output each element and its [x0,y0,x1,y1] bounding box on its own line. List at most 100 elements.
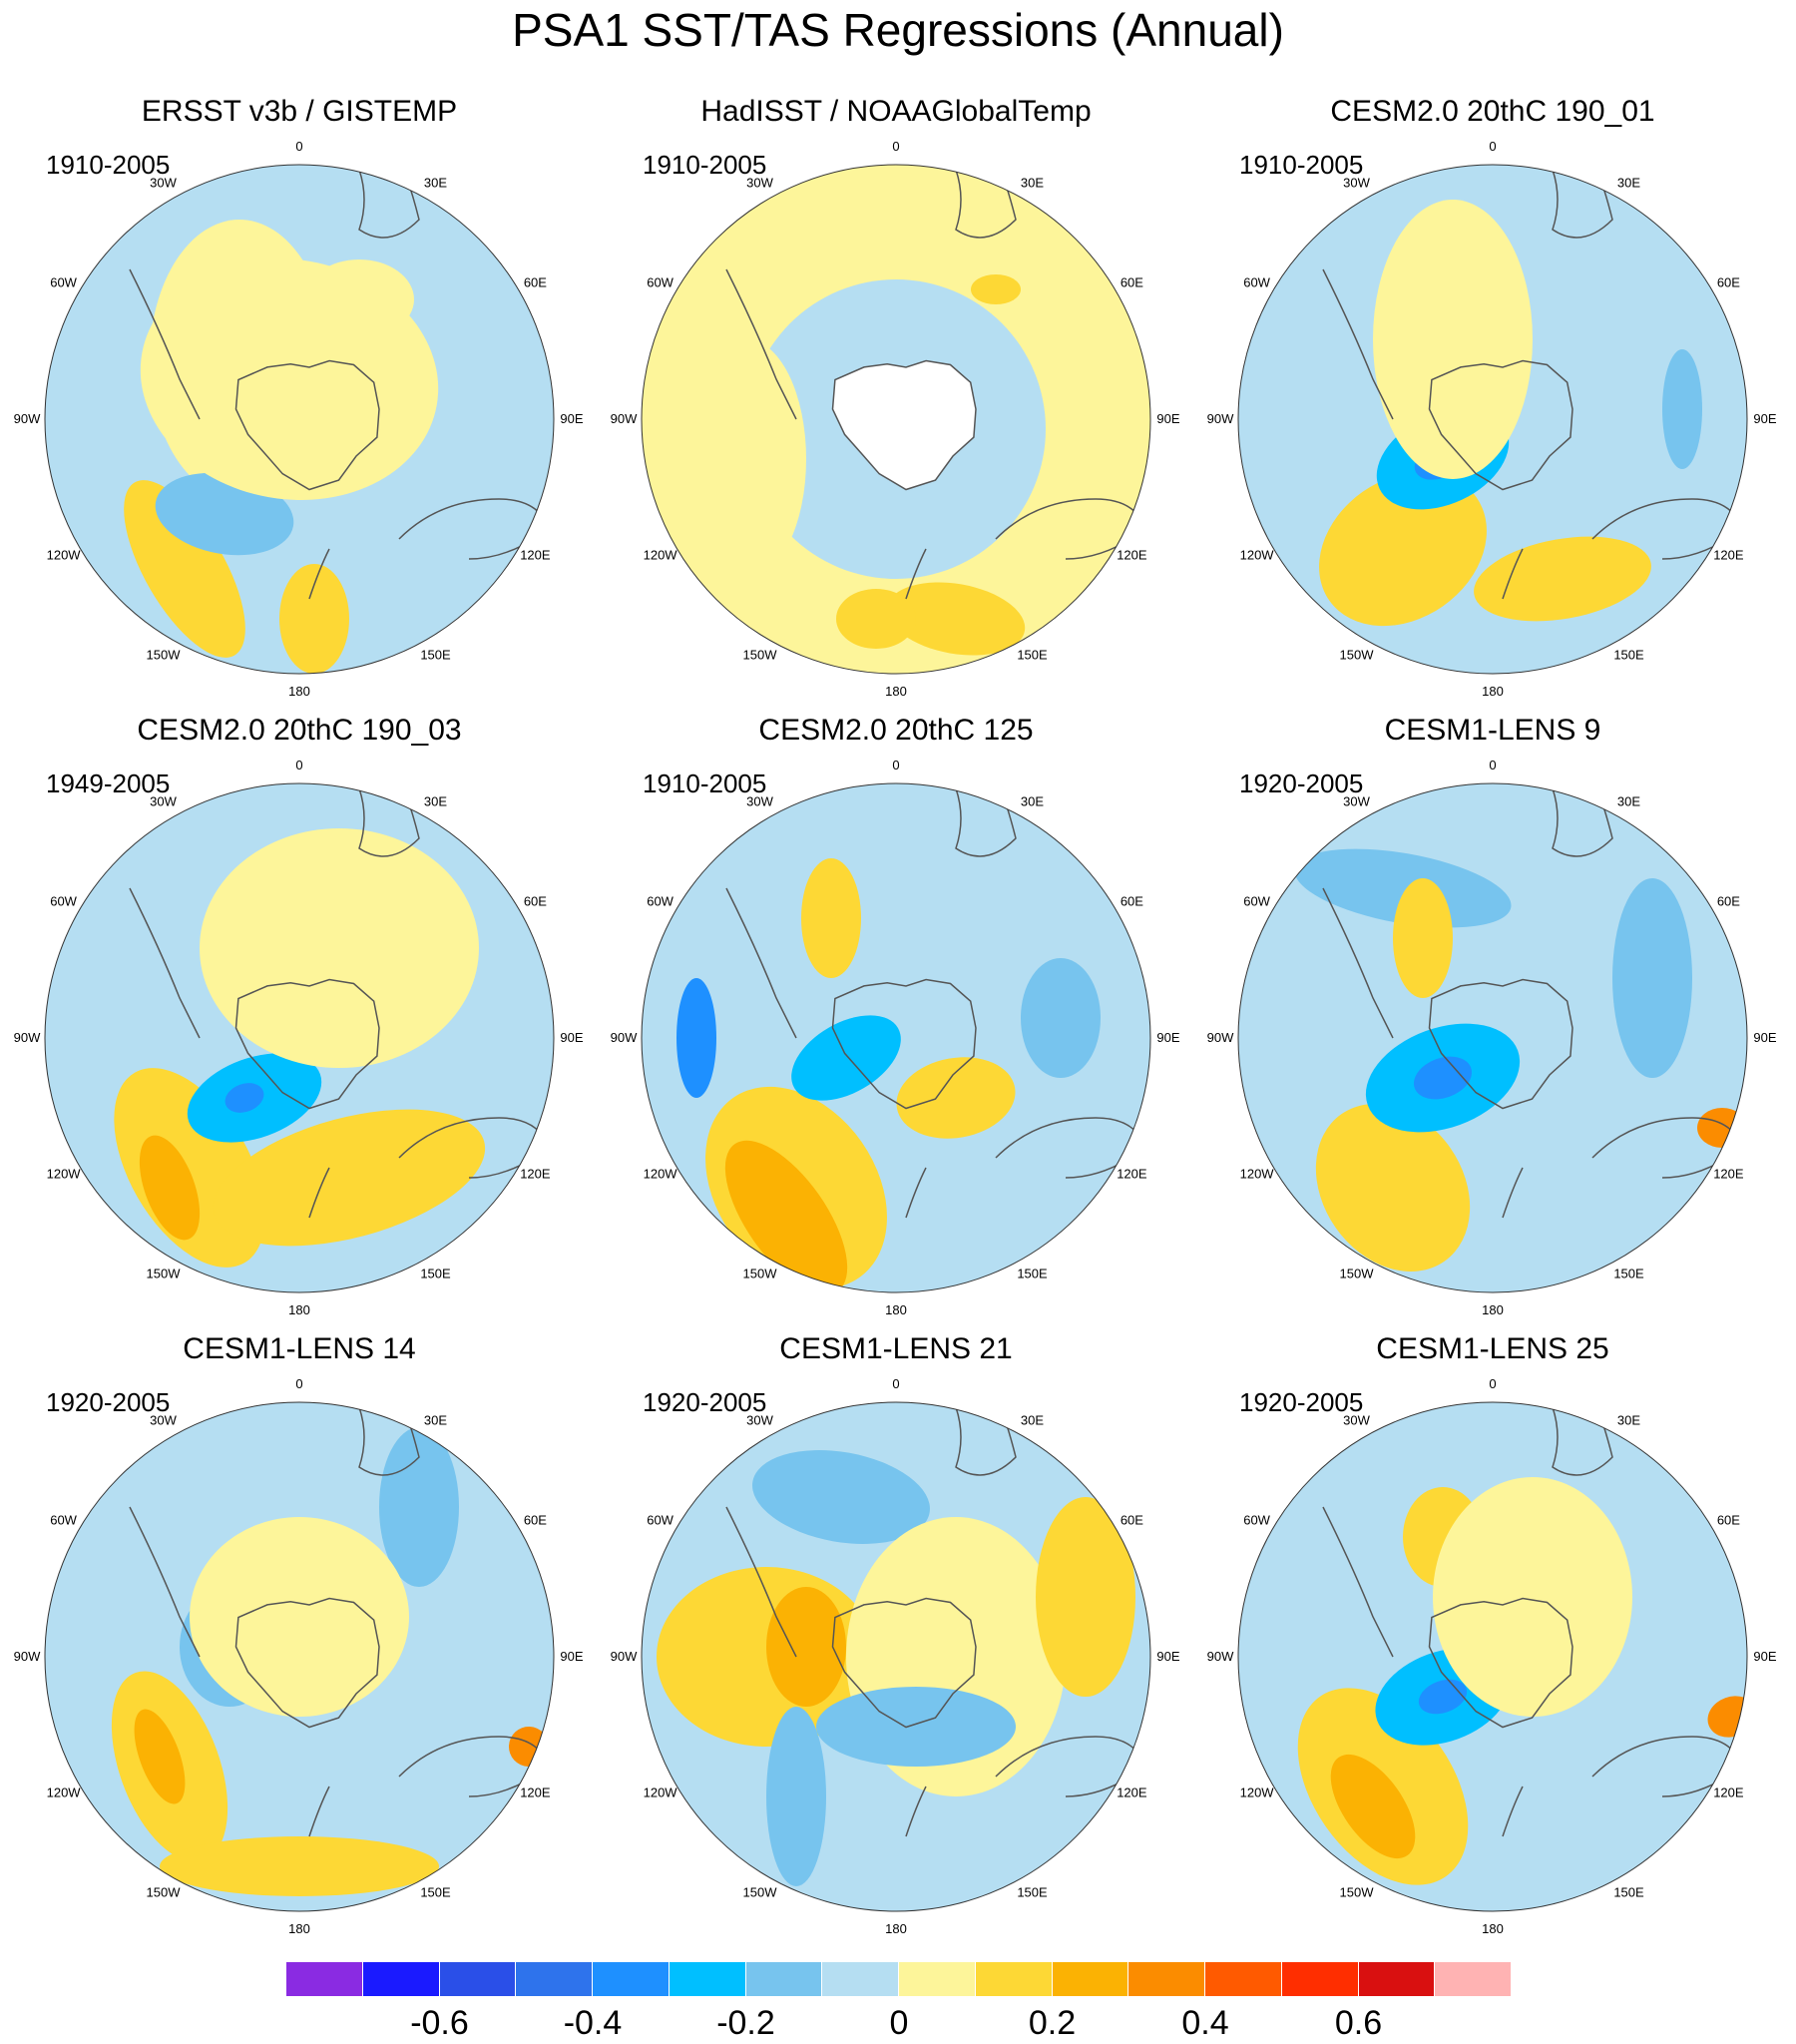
polar-map: 0 30E 60E 90E 120E 150E 180 150W 120W 90W 60W 30W [14,139,584,699]
colorbar-cell [669,1962,746,1996]
longitude-label: 90W [611,1649,638,1664]
longitude-label: 60W [1243,894,1270,909]
polar-map: 0 30E 60E 90E 120E 150E 180 150W 120W 90W 60W 30W [14,758,584,1317]
longitude-label: 150E [420,1884,451,1899]
antarctica-coastline [1428,359,1573,491]
longitude-label: 150W [743,1266,778,1280]
polar-map: 0 30E 60E 90E 120E 150E 180 150W 120W 90W 60W 30W [1207,758,1777,1317]
longitude-label: 90E [1753,411,1776,426]
colorbar-tick-label: -0.6 [410,2004,469,2042]
map-border [1237,164,1748,675]
panel-period: 1920-2005 [1239,1387,1364,1417]
field-region [1294,848,1512,928]
longitude-label: 60W [647,275,674,290]
field-region [279,564,349,674]
colorbar-cell [1281,1962,1359,1996]
longitude-label: 120W [47,548,82,563]
continent-coastline [129,887,201,1039]
longitude-label: 0 [1489,758,1496,772]
colorbar-cell [1128,1962,1205,1996]
panel-title: ERSST v3b / GISTEMP [141,95,458,128]
antarctica-coastline [1428,978,1573,1110]
field-region [686,339,806,579]
panel-title: CESM2.0 20thC 190_01 [1330,95,1655,128]
colorbar-cell [516,1962,593,1996]
longitude-label: 90W [14,1030,41,1045]
polar-map: 0 30E 60E 90E 120E 150E 180 150W 120W 90W 60W 30W [611,139,1180,699]
longitude-label: 120W [47,1786,82,1800]
field-region [379,1427,459,1587]
longitude-label: 0 [295,139,302,154]
colorbar [286,1962,1512,1998]
field-region [224,1083,264,1113]
longitude-label: 120E [1713,1786,1744,1800]
continent-coastline [725,268,797,420]
longitude-label: 150E [1613,647,1644,662]
panel-title: HadISST / NOAAGlobalTemp [700,95,1092,128]
longitude-label: 60E [524,1513,547,1528]
continent-coastline [905,1786,927,1837]
longitude-label: 180 [288,1302,310,1317]
colorbar-tick-label: -0.4 [563,2004,623,2042]
field-region [766,1587,846,1707]
longitude-label: 150W [1340,1266,1375,1280]
panel-title: CESM1-LENS 14 [183,1332,416,1365]
longitude-label: 30E [424,1413,447,1428]
longitude-label: 90E [1753,1649,1776,1664]
colorbar-cell [1358,1962,1436,1996]
longitude-label: 60E [1717,1513,1740,1528]
longitude-label: 60E [1121,275,1143,290]
longitude-label: 0 [892,758,899,772]
field-region [200,828,479,1068]
longitude-label: 60W [1243,1513,1270,1528]
panel-period: 1920-2005 [46,1387,171,1417]
longitude-label: 0 [892,1376,899,1391]
longitude-label: 120E [1117,1167,1147,1182]
continent-coastline [995,1117,1146,1179]
colorbar-cell [1052,1962,1129,1996]
continent-coastline [1502,1786,1524,1837]
panel-title: CESM1-LENS 21 [779,1332,1013,1365]
longitude-label: 90W [611,411,638,426]
longitude-label: 90E [1753,1030,1776,1045]
longitude-label: 120E [520,1167,551,1182]
longitude-label: 150W [147,647,182,662]
longitude-label: 30E [1617,176,1640,191]
longitude-label: 150W [1340,647,1375,662]
longitude-label: 0 [892,139,899,154]
field-region [1393,878,1453,998]
longitude-label: 60W [50,1513,77,1528]
field-region [886,582,1026,656]
longitude-label: 0 [295,758,302,772]
longitude-label: 150E [1017,1884,1048,1899]
longitude-label: 60W [647,1513,674,1528]
longitude-label: 60E [524,894,547,909]
field-region [139,1135,201,1241]
longitude-label: 90W [14,1649,41,1664]
continent-coastline [1322,268,1394,420]
longitude-label: 0 [1489,1376,1496,1391]
map-panel: CESM2.0 20thC 190_03 1949-2005 0 30E 60E 90E 1… [0,619,599,1317]
longitude-label: 60E [524,275,547,290]
field-region [1697,1108,1747,1148]
colorbar-tick-label: 0.6 [1334,2004,1383,2042]
continent-coastline [398,1736,550,1797]
longitude-label: 0 [1489,139,1496,154]
colorbar-tick-label: 0 [889,2004,909,2042]
longitude-label: 180 [1482,684,1504,699]
panel-period: 1949-2005 [46,768,171,798]
antarctica-coastline [1428,1597,1573,1729]
map-border [44,164,555,675]
field-region [676,978,716,1098]
field-region [896,1057,1016,1139]
longitude-label: 90E [1156,1649,1179,1664]
continent-coastline [995,498,1146,560]
field-region [1330,1754,1416,1859]
longitude-label: 120E [1713,548,1744,563]
panel-title: CESM2.0 20thC 125 [758,714,1034,747]
longitude-label: 90E [560,1030,583,1045]
longitude-label: 30W [1343,794,1370,809]
continent-coastline [1591,1117,1743,1179]
colorbar-cell [899,1962,976,1996]
field-region [304,259,414,339]
